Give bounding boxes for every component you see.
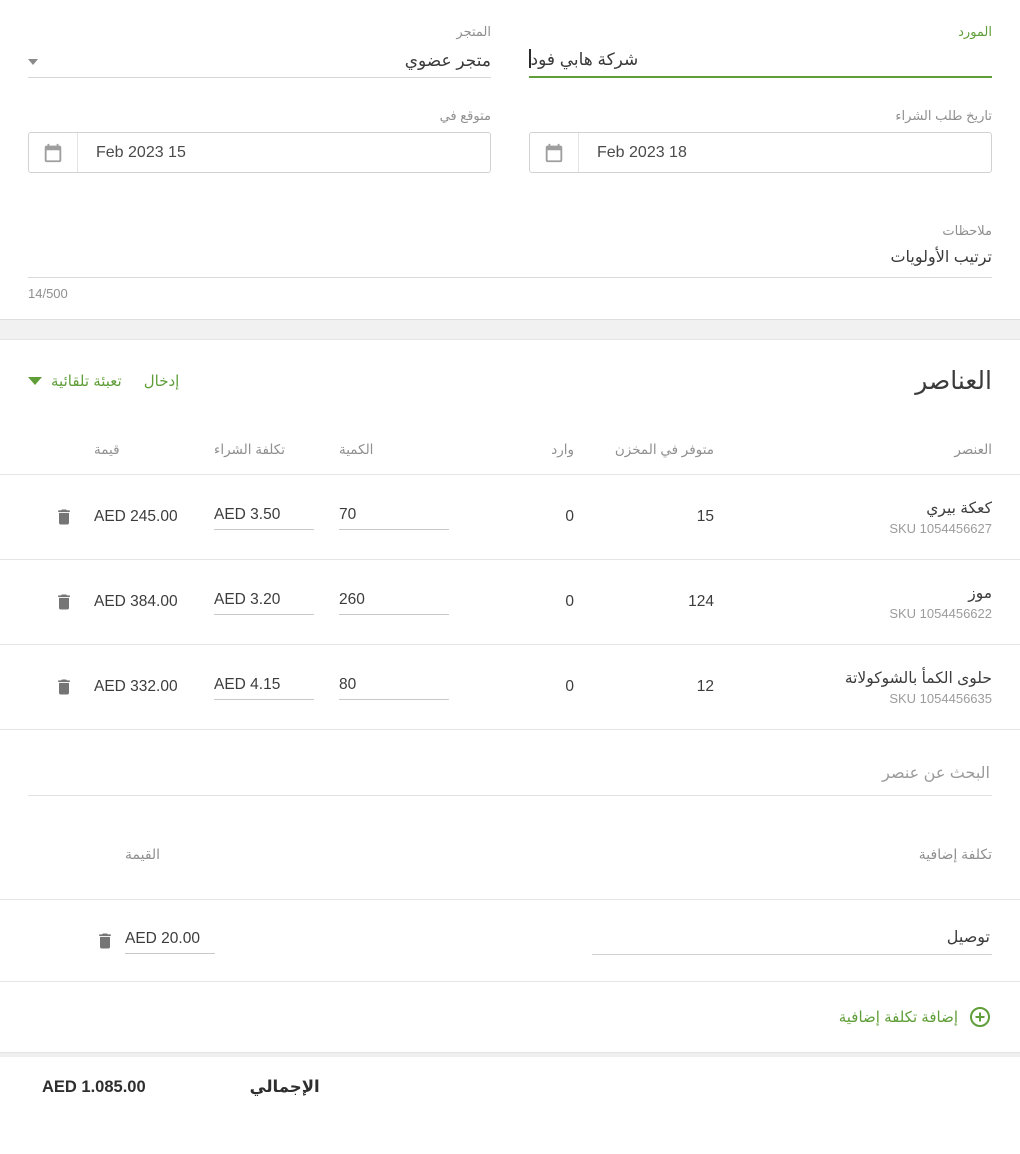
quantity-input[interactable]	[339, 504, 449, 530]
incoming-value: 0	[565, 508, 574, 525]
expected-date-value: Feb 2023 15	[96, 143, 186, 161]
additional-costs-header: تكلفة إضافية القيمة	[0, 846, 1020, 899]
notes-underline	[28, 277, 992, 278]
divider	[0, 729, 1020, 730]
cost-value-input[interactable]	[125, 927, 215, 954]
notes-input[interactable]: ترتيب الأولويات	[890, 249, 992, 266]
in-stock-value: 124	[688, 593, 714, 610]
row-value: AED 245.00	[94, 508, 178, 525]
quantity-input[interactable]	[339, 589, 449, 615]
cost-name-input[interactable]	[592, 926, 992, 955]
col-purchase-cost: تكلفة الشراء	[214, 442, 285, 457]
store-label: المتجر	[456, 24, 491, 39]
divider	[0, 899, 1020, 900]
chevron-down-icon	[28, 377, 42, 385]
table-row: موز SKU 1054456622 124 0 AED 384.00	[0, 560, 1020, 644]
in-stock-value: 12	[696, 678, 714, 695]
notes-field: ملاحظات ترتيب الأولويات 14/500	[28, 223, 992, 319]
trash-icon	[58, 594, 70, 610]
incoming-value: 0	[565, 678, 574, 695]
delete-row-button[interactable]	[52, 506, 74, 528]
autofill-button[interactable]: تعبئة تلقائية	[28, 372, 122, 390]
item-name: موز	[968, 584, 992, 602]
items-actions: إدخال تعبئة تلقائية	[28, 372, 179, 390]
col-in-stock: متوفر في المخزن	[614, 442, 714, 457]
trash-icon	[58, 509, 70, 525]
add-cost-label: إضافة تكلفة إضافية	[838, 1009, 958, 1026]
item-sku: SKU 1054456635	[889, 690, 992, 706]
supplier-value: شركة هابي فود	[530, 50, 639, 69]
col-item: العنصر	[954, 442, 992, 457]
chevron-down-icon	[28, 59, 38, 65]
order-date-label: تاريخ طلب الشراء	[895, 108, 992, 123]
additional-cost-label: تكلفة إضافية	[918, 846, 992, 862]
notes-char-counter: 14/500	[28, 286, 68, 301]
trash-icon	[99, 933, 111, 948]
item-sku: SKU 1054456622	[889, 605, 992, 621]
expected-date-field: متوقع في Feb 2023 15	[28, 108, 491, 173]
divider	[0, 981, 1020, 982]
item-sku: SKU 1054456627	[889, 520, 992, 536]
items-section-header: العناصر إدخال تعبئة تلقائية	[0, 340, 1020, 396]
autofill-label: تعبئة تلقائية	[51, 373, 122, 390]
store-select[interactable]: متجر عضوي	[28, 40, 491, 78]
trash-icon	[58, 679, 70, 695]
delete-cost-button[interactable]	[93, 930, 115, 952]
item-search-input[interactable]	[28, 765, 992, 796]
total-row: AED 1.085.00 الإجمالي	[0, 1057, 1020, 1097]
add-additional-cost-button[interactable]: إضافة تكلفة إضافية	[839, 1005, 992, 1029]
additional-cost-row	[0, 900, 1020, 981]
divider	[0, 474, 1020, 475]
total-value: AED 1.085.00	[42, 1077, 146, 1096]
order-date-field: تاريخ طلب الشراء Feb 2023 18	[529, 108, 992, 173]
purchase-cost-input[interactable]	[214, 504, 314, 530]
total-label: الإجمالي	[249, 1078, 320, 1096]
import-label: إدخال	[143, 373, 180, 390]
items-table-header: العنصر متوفر في المخزن وارد الكمية تكلفة…	[0, 442, 1020, 474]
store-field[interactable]: المتجر متجر عضوي	[28, 24, 491, 78]
supplier-label: المورد	[958, 24, 992, 39]
item-search-row	[0, 730, 1020, 796]
table-row: حلوى الكمأ بالشوكولاتة SKU 1054456635 12…	[0, 645, 1020, 729]
delete-row-button[interactable]	[52, 676, 74, 698]
items-card: العناصر إدخال تعبئة تلقائية العنصر متوفر…	[0, 340, 1020, 1097]
row-value: AED 332.00	[94, 678, 178, 695]
divider	[0, 644, 1020, 645]
expected-date-picker[interactable]: Feb 2023 15	[28, 132, 491, 173]
col-incoming: وارد	[551, 442, 574, 457]
add-cost-row: إضافة تكلفة إضافية	[0, 982, 1020, 1052]
divider	[0, 559, 1020, 560]
import-button[interactable]: إدخال	[144, 372, 180, 390]
row-value: AED 384.00	[94, 593, 178, 610]
notes-label: ملاحظات	[942, 223, 992, 238]
calendar-icon	[29, 133, 78, 172]
col-quantity: الكمية	[339, 442, 374, 457]
items-title: العناصر	[915, 367, 992, 395]
quantity-input[interactable]	[339, 674, 449, 700]
expected-date-label: متوقع في	[439, 108, 491, 123]
table-row: كعكة بيري SKU 1054456627 15 0 AED 245.00	[0, 475, 1020, 559]
value-column-label: القيمة	[125, 846, 161, 862]
supplier-field[interactable]: المورد شركة هابي فود	[529, 24, 992, 78]
purchase-cost-input[interactable]	[214, 589, 314, 615]
purchase-cost-input[interactable]	[214, 674, 314, 700]
delete-row-button[interactable]	[52, 591, 74, 613]
item-name: كعكة بيري	[926, 499, 992, 517]
in-stock-value: 15	[696, 508, 714, 525]
supplier-input[interactable]: شركة هابي فود	[529, 40, 992, 78]
card-separator	[0, 319, 1020, 340]
order-date-value: Feb 2023 18	[597, 143, 687, 161]
plus-circle-icon	[970, 1007, 990, 1027]
item-name: حلوى الكمأ بالشوكولاتة	[844, 669, 992, 687]
calendar-icon	[530, 133, 579, 172]
text-cursor	[529, 49, 531, 68]
order-form-card: المورد شركة هابي فود المتجر متجر عضوي تا…	[0, 0, 1020, 319]
col-value: قيمة	[94, 442, 120, 457]
incoming-value: 0	[565, 593, 574, 610]
total-separator	[0, 1052, 1020, 1057]
order-date-picker[interactable]: Feb 2023 18	[529, 132, 992, 173]
store-value: متجر عضوي	[404, 51, 491, 70]
